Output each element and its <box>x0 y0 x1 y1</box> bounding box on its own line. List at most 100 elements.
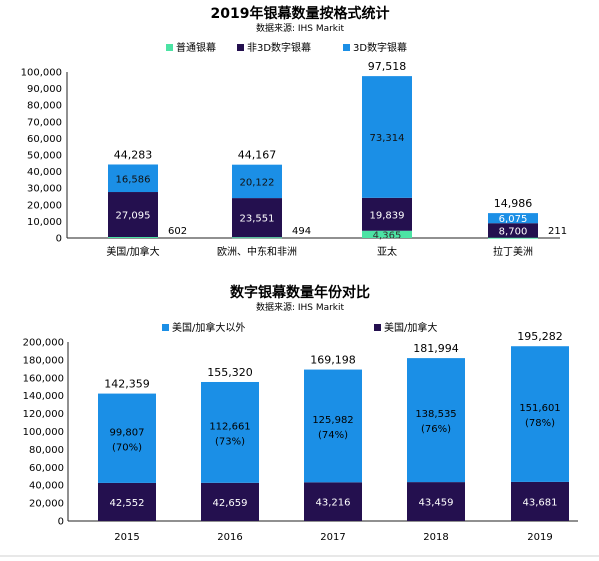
y-tick-label: 70,000 <box>27 117 62 128</box>
bar-us-canada <box>511 481 569 521</box>
legend-swatch-outside <box>162 324 169 331</box>
data-label-outside: 99,807 <box>110 427 145 438</box>
chart1-plot: 0 10,000 20,000 30,000 40,000 50,000 60,000 70,… <box>21 60 567 258</box>
data-label-non3d: 8,700 <box>499 226 528 237</box>
bar-outside <box>98 393 156 483</box>
y-tick-label: 0 <box>56 234 62 245</box>
bar-non3d <box>362 197 412 231</box>
chart1-legend: 普通银幕 非3D数字银幕 3D数字银幕 <box>166 41 407 54</box>
y-tick-label: 160,000 <box>23 373 64 384</box>
bar-outside <box>511 346 569 482</box>
legend-label-non3d: 非3D数字银幕 <box>247 41 311 54</box>
chart1-subtitle: 数据来源: IHS Markit <box>256 22 345 34</box>
data-label-us-canada: 42,659 <box>213 498 248 509</box>
y-tick-label: 200,000 <box>23 338 64 349</box>
y-tick-label: 100,000 <box>23 427 64 438</box>
legend-swatch-us-canada <box>374 324 381 331</box>
data-label-total: 14,986 <box>494 197 533 210</box>
data-label-us-canada: 43,216 <box>316 498 351 509</box>
bar-3d <box>362 76 412 198</box>
data-label-outside-pct: (76%) <box>421 424 451 435</box>
x-category-label: 2017 <box>320 532 345 543</box>
data-label-3d: 20,122 <box>240 177 275 188</box>
legend-label-3d: 3D数字银幕 <box>353 41 407 54</box>
data-label-non3d: 27,095 <box>116 211 151 222</box>
x-category-label: 拉丁美洲 <box>493 245 533 258</box>
data-label-total: 142,359 <box>104 378 150 391</box>
bar-us-canada <box>407 482 465 521</box>
data-label-conventional: 4,365 <box>373 230 402 241</box>
data-label-us-canada: 43,459 <box>419 498 454 509</box>
x-category-label: 美国/加拿大 <box>106 245 159 258</box>
y-tick-label: 50,000 <box>27 151 62 162</box>
data-label-non3d: 19,839 <box>370 210 405 221</box>
bar-outside <box>201 381 259 483</box>
legend-swatch-non3d <box>237 44 244 51</box>
bar-conventional <box>232 237 282 239</box>
data-label-total: 155,320 <box>207 366 253 379</box>
chart1-title: 2019年银幕数量按格式统计 <box>211 5 390 22</box>
data-label-outside-pct: (78%) <box>525 418 555 429</box>
y-tick-label: 40,000 <box>29 481 64 492</box>
chart2-subtitle: 数据来源: IHS Markit <box>256 301 345 313</box>
data-label-total: 169,198 <box>310 354 356 367</box>
bar-conventional <box>362 230 412 238</box>
data-label-3d: 16,586 <box>116 174 151 185</box>
y-tick-label: 100,000 <box>21 68 62 79</box>
data-label-us-canada: 43,681 <box>523 497 558 508</box>
bar-us-canada <box>201 482 259 521</box>
bar-outside <box>304 369 362 483</box>
data-label-conventional: 494 <box>292 226 311 237</box>
x-category-label: 2019 <box>527 532 552 543</box>
data-label-outside: 112,661 <box>209 421 250 432</box>
y-tick-label: 140,000 <box>23 391 64 402</box>
data-label-us-canada: 42,552 <box>110 498 145 509</box>
data-label-outside: 138,535 <box>415 409 456 420</box>
y-tick-label: 0 <box>58 517 64 528</box>
data-label-outside-pct: (73%) <box>215 436 245 447</box>
data-label-outside: 125,982 <box>312 415 353 426</box>
x-category-label: 欧洲、中东和非洲 <box>217 245 297 258</box>
data-label-total: 195,282 <box>517 330 563 343</box>
chart2-title: 数字银幕数量年份对比 <box>230 284 370 301</box>
y-tick-label: 20,000 <box>27 200 62 211</box>
bar-us-canada <box>98 482 156 521</box>
y-tick-label: 180,000 <box>23 355 64 366</box>
bar-3d <box>232 164 282 199</box>
y-tick-label: 30,000 <box>27 184 62 195</box>
bar-non3d <box>488 223 538 238</box>
y-tick-label: 20,000 <box>29 499 64 510</box>
y-tick-label: 40,000 <box>27 167 62 178</box>
x-category-label: 2015 <box>114 532 139 543</box>
data-label-total: 44,167 <box>238 149 277 162</box>
legend-swatch-3d <box>343 44 350 51</box>
bar-conventional <box>108 237 158 239</box>
data-label-outside: 151,601 <box>519 403 560 414</box>
bar-3d <box>108 164 158 193</box>
bar-conventional <box>488 237 538 239</box>
data-label-conventional: 602 <box>168 226 187 237</box>
chart2-plot: 0 20,000 40,000 60,000 80,000 100,000 120,000 1… <box>23 330 578 543</box>
chart2-legend: 美国/加拿大以外 美国/加拿大 <box>162 321 437 334</box>
data-label-conventional: 211 <box>548 226 567 237</box>
y-tick-label: 60,000 <box>27 134 62 145</box>
bar-non3d <box>232 198 282 238</box>
bar-3d <box>488 213 538 224</box>
data-label-total: 181,994 <box>413 342 459 355</box>
y-tick-label: 80,000 <box>27 101 62 112</box>
x-category-label: 2016 <box>217 532 242 543</box>
y-tick-label: 60,000 <box>29 463 64 474</box>
data-label-non3d: 23,551 <box>240 214 275 225</box>
y-tick-label: 120,000 <box>23 409 64 420</box>
legend-label-conventional: 普通银幕 <box>176 41 216 54</box>
legend-label-us-canada: 美国/加拿大 <box>384 321 437 334</box>
data-label-outside-pct: (74%) <box>318 430 348 441</box>
x-category-label: 2018 <box>423 532 448 543</box>
legend-label-outside: 美国/加拿大以外 <box>172 321 245 334</box>
data-label-total: 97,518 <box>368 60 407 73</box>
data-label-outside-pct: (70%) <box>112 442 142 453</box>
x-category-label: 亚太 <box>377 245 397 258</box>
data-label-3d: 73,314 <box>370 133 405 144</box>
legend-swatch-conventional <box>166 44 173 51</box>
